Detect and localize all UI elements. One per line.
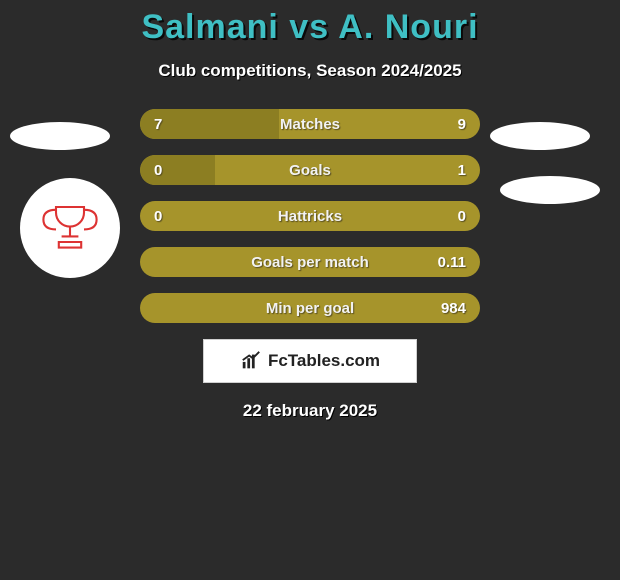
stat-row: Goals per match0.11 (140, 247, 480, 277)
page-subtitle: Club competitions, Season 2024/2025 (0, 61, 620, 81)
stat-label: Matches (140, 109, 480, 139)
stat-value-right: 1 (458, 155, 466, 185)
stat-label: Hattricks (140, 201, 480, 231)
watermark: FcTables.com (203, 339, 417, 383)
stat-row: 0Goals1 (140, 155, 480, 185)
chart-icon (240, 350, 262, 372)
stat-value-right: 0.11 (438, 247, 466, 277)
stat-value-right: 9 (458, 109, 466, 139)
club-logo (20, 178, 120, 278)
stat-row: Min per goal984 (140, 293, 480, 323)
page-title: Salmani vs A. Nouri (0, 0, 620, 47)
stat-label: Goals per match (140, 247, 480, 277)
stat-label: Min per goal (140, 293, 480, 323)
stat-row: 7Matches9 (140, 109, 480, 139)
player-right-badge (490, 122, 590, 150)
player-left-badge (10, 122, 110, 150)
player-right-badge-2 (500, 176, 600, 204)
stat-label: Goals (140, 155, 480, 185)
comparison-rows: 7Matches90Goals10Hattricks0Goals per mat… (140, 109, 480, 323)
stat-row: 0Hattricks0 (140, 201, 480, 231)
date-text: 22 february 2025 (0, 401, 620, 421)
trophy-icon (35, 193, 105, 263)
stat-value-right: 0 (458, 201, 466, 231)
watermark-text: FcTables.com (268, 351, 380, 371)
stat-value-right: 984 (441, 293, 466, 323)
